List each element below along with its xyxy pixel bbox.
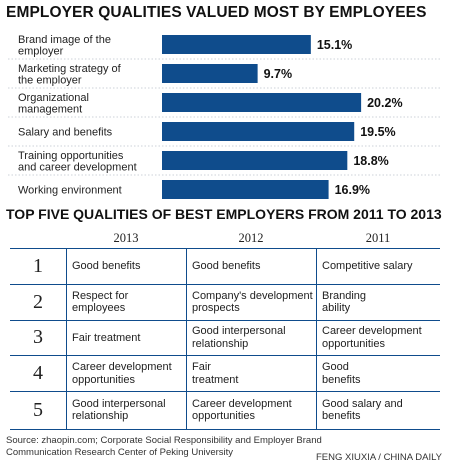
table-cell-2013: Career development opportunities [72, 361, 172, 386]
table-cell-2012: Good benefits [192, 260, 261, 273]
year-header-2011: 2011 [365, 231, 391, 245]
category-label: Brand image of the employer [18, 34, 111, 58]
table-cell-2011: Good benefits [322, 361, 361, 386]
table-cell-2013: Respect for employees [72, 289, 129, 315]
table-divider [66, 248, 67, 430]
table-cell-2011: Competitive salary [322, 260, 413, 273]
table-cell-2011: Good salary and benefits [322, 397, 403, 423]
year-header-2013: 2013 [113, 231, 139, 245]
category-label: Marketing strategy of the employer [18, 63, 122, 87]
table-divider [316, 248, 317, 430]
category-label: Training opportunities and career develop… [18, 150, 137, 174]
qualities-table: 1 Good benefits Good benefits Competitive s… [10, 248, 440, 430]
bar [162, 151, 348, 170]
bar [162, 122, 355, 141]
data-label: 19.5% [360, 125, 395, 139]
rank-number: 5 [33, 398, 43, 421]
table-row: 4 Career development opportunities Fair tr… [10, 356, 440, 393]
rank-number: 2 [33, 290, 43, 313]
category-label: Working environment [18, 185, 122, 197]
table-cell-2013: Fair treatment [72, 331, 141, 344]
data-label: 16.9% [335, 183, 370, 197]
category-label: Organizational management [18, 92, 89, 116]
table-cell-2012: Company's development prospects [192, 289, 313, 315]
data-label: 20.2% [367, 96, 402, 110]
credit-line: FENG XIUXIA / CHINA DAILY [316, 452, 442, 463]
table-row: 2 Respect for employees Company's developm… [10, 285, 440, 321]
table-cell-2012: Career development opportunities [192, 397, 292, 423]
data-label: 18.8% [353, 154, 388, 168]
table-row: 5 Good interpersonal relationship Career d… [10, 392, 440, 428]
table-row: 1 Good benefits Good benefits Competitive s… [10, 249, 440, 285]
table-row: 3 Fair treatment Good interpersonal relati… [10, 321, 440, 357]
bar [162, 93, 362, 112]
rank-number: 3 [33, 326, 43, 349]
table-title: TOP FIVE QUALITIES OF BEST EMPLOYERS FRO… [6, 206, 442, 222]
category-label: Salary and benefits [18, 127, 113, 139]
bar-chart: Brand image of the employer 15.1% Marketing… [8, 34, 440, 199]
table-cell-2011: Branding ability [322, 289, 367, 315]
rank-number: 1 [33, 254, 43, 277]
data-label: 9.7% [264, 67, 293, 81]
year-header-2012: 2012 [238, 231, 264, 245]
bar [162, 180, 329, 199]
table-cell-2012: Fair treatment [192, 361, 239, 386]
table-cell-2013: Good interpersonal relationship [72, 397, 166, 423]
table-cell-2013: Good benefits [72, 260, 141, 273]
table-cell-2012: Good interpersonal relationship [192, 325, 286, 350]
bar [162, 64, 258, 83]
table-cell-2011: Career development opportunities [322, 325, 422, 350]
rank-number: 4 [33, 362, 43, 385]
bar [162, 35, 311, 54]
chart-title: EMPLOYER QUALITIES VALUED MOST BY EMPLOY… [6, 4, 427, 21]
table-divider [186, 248, 187, 430]
data-label: 15.1% [317, 38, 352, 52]
source-note: Source: zhaopin.com; Corporate Social Re… [6, 435, 322, 458]
